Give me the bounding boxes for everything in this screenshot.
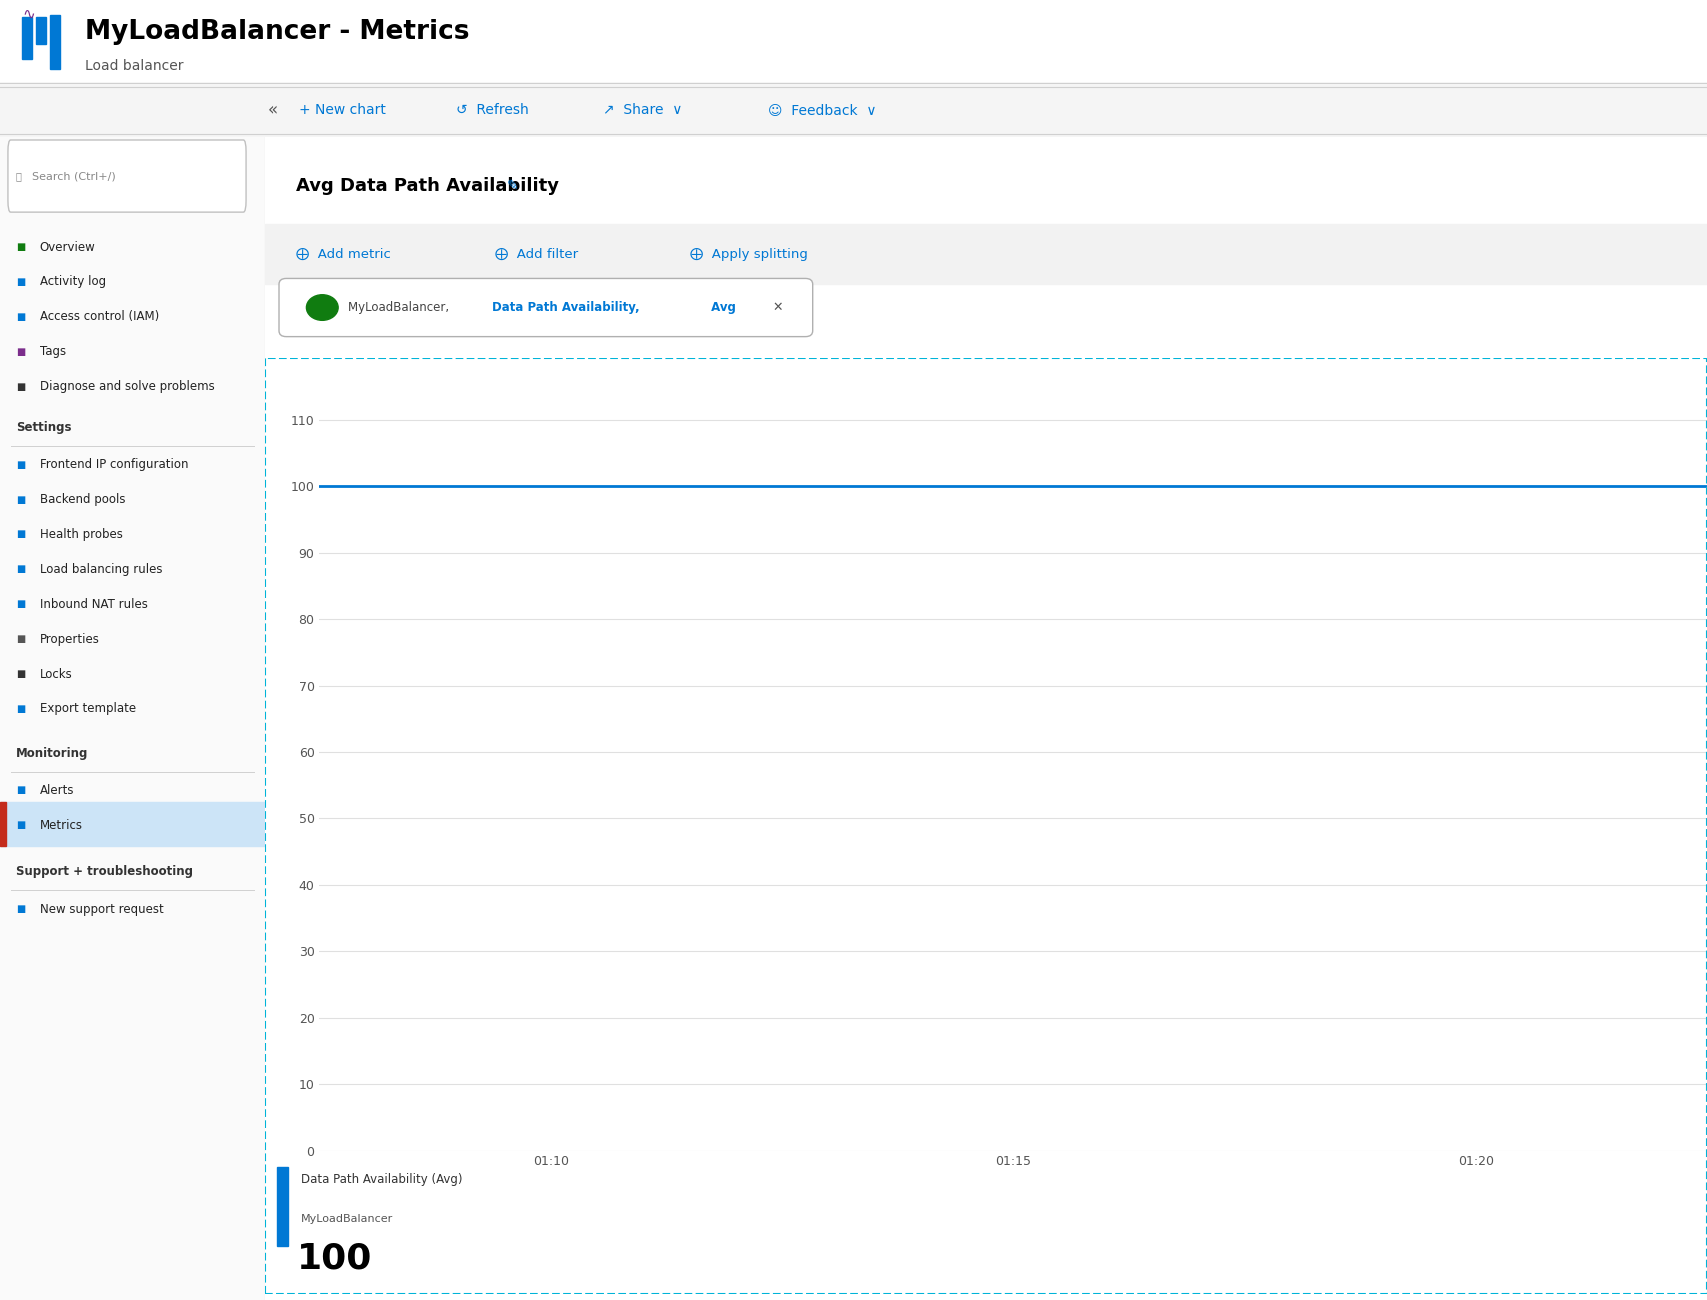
Text: 100: 100 bbox=[297, 1242, 372, 1275]
Text: ⨁  Apply splitting: ⨁ Apply splitting bbox=[690, 247, 807, 260]
Text: ■: ■ bbox=[15, 277, 26, 287]
Text: ■: ■ bbox=[15, 703, 26, 714]
Text: ■: ■ bbox=[15, 599, 26, 610]
Text: ■: ■ bbox=[15, 670, 26, 679]
Text: ✎: ✎ bbox=[507, 179, 519, 194]
FancyBboxPatch shape bbox=[278, 278, 813, 337]
Text: ⨁  Add metric: ⨁ Add metric bbox=[297, 247, 391, 260]
Text: Backend pools: Backend pools bbox=[39, 493, 125, 506]
Text: ■: ■ bbox=[15, 529, 26, 539]
Text: ☺  Feedback  ∨: ☺ Feedback ∨ bbox=[768, 104, 877, 117]
Text: Data Path Availability,: Data Path Availability, bbox=[493, 302, 640, 315]
Bar bbox=[22, 17, 32, 60]
Text: Avg: Avg bbox=[707, 302, 736, 315]
Text: MyLoadBalancer - Metrics: MyLoadBalancer - Metrics bbox=[85, 18, 469, 44]
Bar bbox=[0, 802, 265, 846]
Text: ■: ■ bbox=[15, 494, 26, 504]
Text: ■: ■ bbox=[15, 785, 26, 796]
Bar bbox=[36, 17, 46, 44]
Text: Diagnose and solve problems: Diagnose and solve problems bbox=[39, 380, 215, 393]
Text: + New chart: + New chart bbox=[299, 104, 386, 117]
Text: Health probes: Health probes bbox=[39, 528, 123, 541]
Text: Settings: Settings bbox=[15, 421, 72, 434]
Bar bbox=[277, 1166, 288, 1245]
Text: Data Path Availability (Avg): Data Path Availability (Avg) bbox=[300, 1174, 463, 1187]
Text: Tags: Tags bbox=[39, 346, 67, 359]
Text: ■: ■ bbox=[15, 382, 26, 391]
Text: Inbound NAT rules: Inbound NAT rules bbox=[39, 598, 147, 611]
Text: MyLoadBalancer,: MyLoadBalancer, bbox=[348, 302, 452, 315]
Text: ■: ■ bbox=[15, 634, 26, 644]
Text: Frontend IP configuration: Frontend IP configuration bbox=[39, 458, 188, 471]
Text: ■: ■ bbox=[15, 242, 26, 252]
Text: Alerts: Alerts bbox=[39, 784, 73, 797]
Bar bbox=[50, 16, 60, 69]
Text: ⨁  Add filter: ⨁ Add filter bbox=[495, 247, 579, 260]
Text: Load balancer: Load balancer bbox=[85, 60, 184, 73]
Bar bbox=[0, 802, 5, 846]
Text: ■: ■ bbox=[15, 347, 26, 356]
Text: Access control (IAM): Access control (IAM) bbox=[39, 311, 159, 324]
Circle shape bbox=[307, 295, 338, 320]
Text: New support request: New support request bbox=[39, 902, 164, 915]
Text: ↗  Share  ∨: ↗ Share ∨ bbox=[603, 104, 681, 117]
Text: Metrics: Metrics bbox=[39, 819, 82, 832]
Text: 🔍: 🔍 bbox=[15, 172, 22, 181]
Text: Properties: Properties bbox=[39, 633, 99, 646]
FancyBboxPatch shape bbox=[9, 140, 246, 212]
Text: «: « bbox=[268, 101, 278, 120]
Text: ■: ■ bbox=[15, 460, 26, 469]
Text: Load balancing rules: Load balancing rules bbox=[39, 563, 162, 576]
Text: Locks: Locks bbox=[39, 667, 72, 680]
Text: Overview: Overview bbox=[39, 240, 96, 254]
Text: ∿: ∿ bbox=[22, 6, 34, 22]
Text: ■: ■ bbox=[15, 820, 26, 831]
Text: ■: ■ bbox=[15, 564, 26, 575]
Text: ■: ■ bbox=[15, 312, 26, 322]
Text: ■: ■ bbox=[15, 903, 26, 914]
Text: MyLoadBalancer: MyLoadBalancer bbox=[300, 1214, 393, 1225]
Text: Activity log: Activity log bbox=[39, 276, 106, 289]
Text: Avg Data Path Availability: Avg Data Path Availability bbox=[297, 177, 560, 195]
Text: Monitoring: Monitoring bbox=[15, 746, 89, 759]
Text: Support + troubleshooting: Support + troubleshooting bbox=[15, 866, 193, 879]
Text: ✕: ✕ bbox=[772, 302, 784, 315]
Text: Export template: Export template bbox=[39, 702, 137, 715]
Text: ↺  Refresh: ↺ Refresh bbox=[456, 104, 529, 117]
Text: Search (Ctrl+/): Search (Ctrl+/) bbox=[32, 172, 116, 181]
Bar bbox=[265, 224, 1707, 285]
